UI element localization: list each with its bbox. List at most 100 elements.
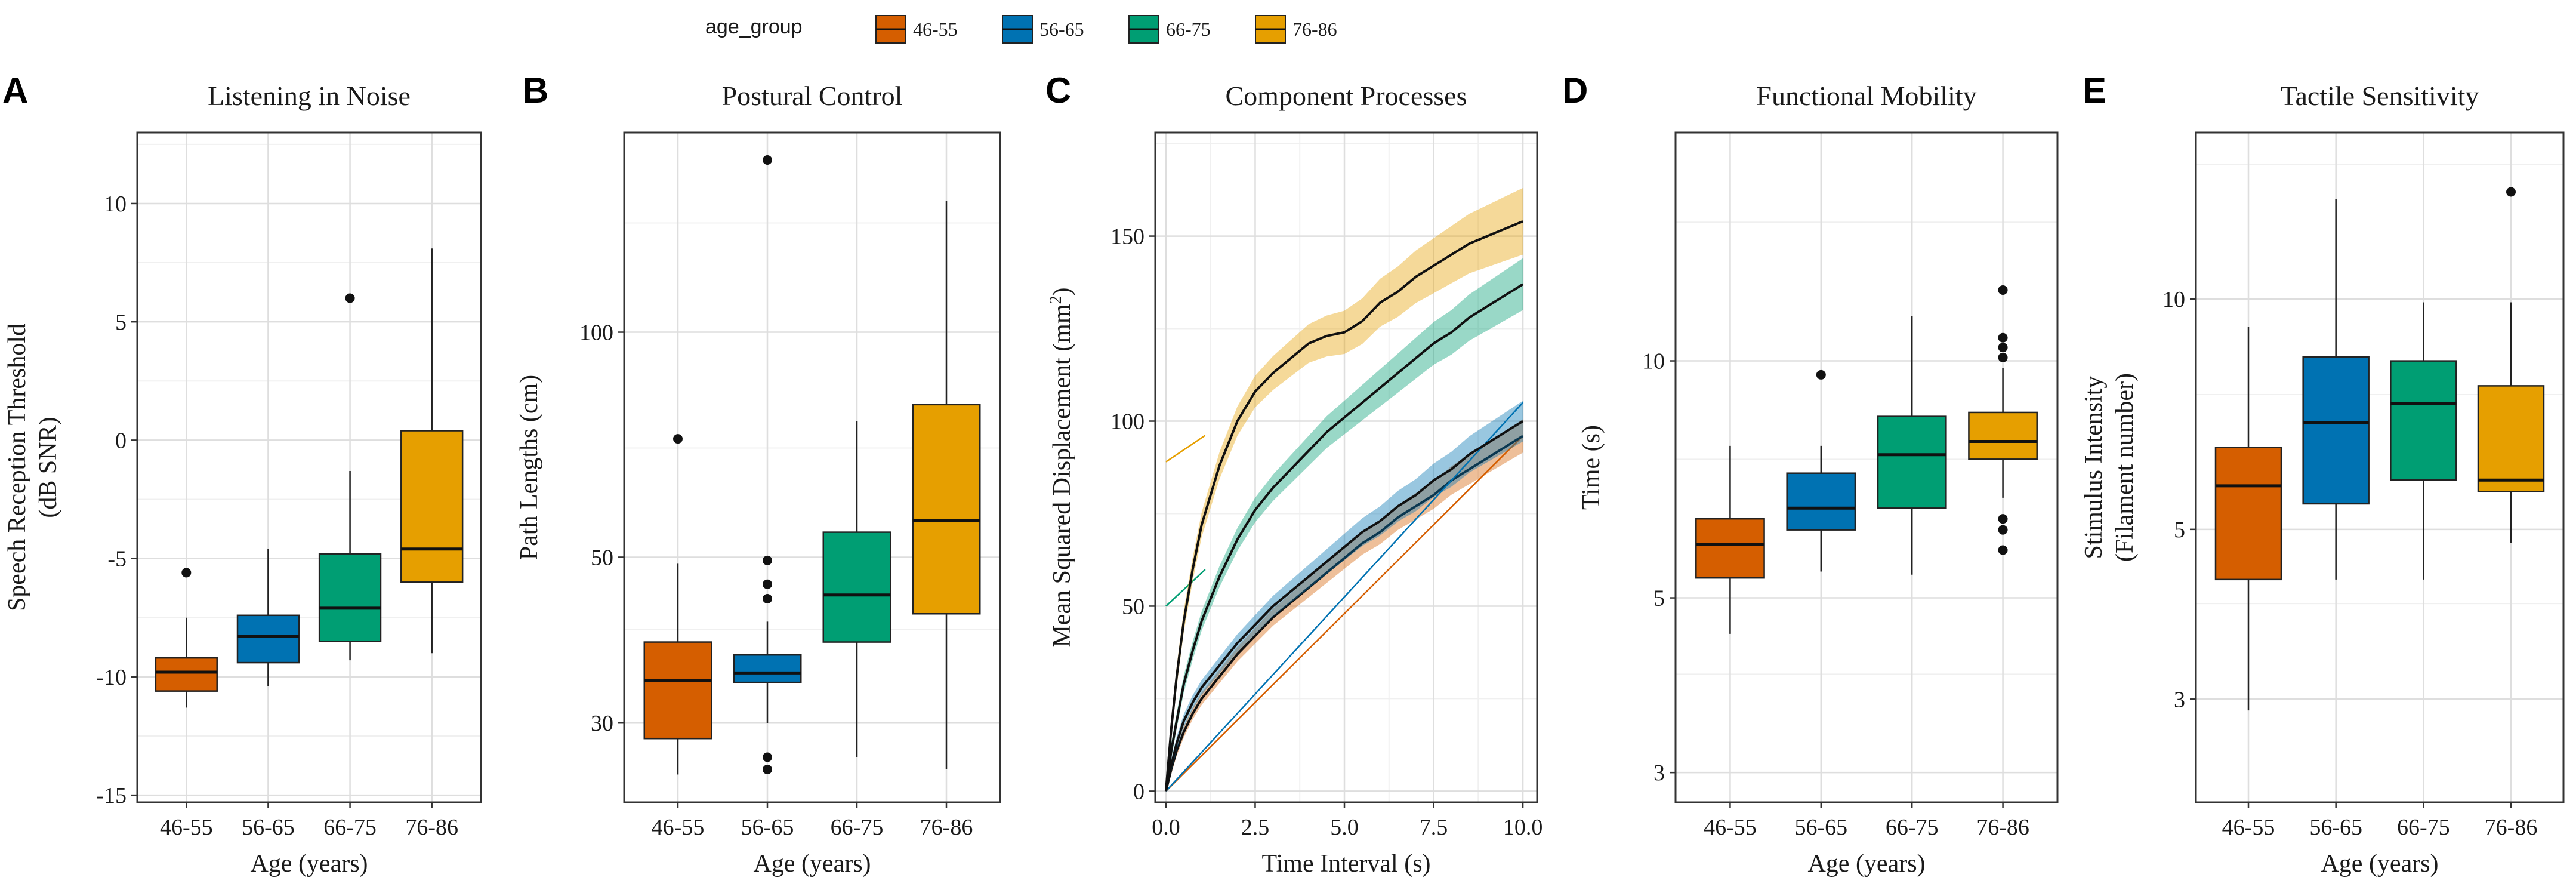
x-tick-label: 46-55 [1704, 815, 1757, 840]
chart-title: Functional Mobility [1756, 81, 1976, 111]
box-66-75 [1877, 316, 1947, 575]
outlier-point [181, 568, 192, 578]
outlier-point [1998, 332, 2008, 343]
outlier-point [763, 765, 772, 775]
y-axis-title: Time (s) [1578, 425, 1605, 510]
box-76-86 [400, 248, 464, 654]
x-axis-title: Age (years) [753, 850, 871, 877]
data-marks [1695, 285, 2038, 634]
box-body [912, 404, 981, 615]
box-body [318, 553, 382, 642]
panel-label-b: B [523, 70, 548, 110]
x-tick-label: 2.5 [1241, 815, 1270, 840]
y-tick-label: -15 [96, 783, 127, 808]
panel-component-processes: Component Processes 0 50 100 150 0.0 2.5 5.0 7.5… [1047, 81, 1543, 877]
outlier-point [345, 293, 355, 303]
x-tick-label: 46-55 [652, 815, 705, 840]
panel-border [623, 131, 1001, 803]
x-axis-title: Age (years) [250, 850, 368, 877]
panel-label-d: D [1562, 70, 1588, 110]
box-body [1786, 472, 1856, 531]
y-tick-label: 5 [115, 310, 127, 335]
panel-label-e: E [2083, 70, 2106, 110]
chart-title: Postural Control [722, 81, 903, 111]
box-66-75 [822, 421, 891, 757]
box-66-75 [2390, 302, 2457, 580]
linear-fit-line [1165, 569, 1206, 607]
outlier-point [1998, 343, 2008, 353]
x-tick-label: 66-75 [323, 815, 377, 840]
series-76-86 [1164, 188, 1523, 792]
series-66-75 [1164, 258, 1524, 792]
y-axis-title: (Filament number) [2111, 373, 2139, 562]
chart-title: Tactile Sensitivity [2281, 81, 2479, 111]
x-tick-label: 56-65 [2309, 815, 2362, 840]
outlier-point [763, 155, 772, 165]
panel-border [2195, 131, 2565, 803]
y-axis-title: Path Lengths (cm) [516, 375, 543, 560]
y-tick-label: 0 [1133, 779, 1144, 804]
legend-label: 46-55 [913, 19, 958, 40]
outlier-point [1998, 545, 2008, 555]
series-46-55 [1164, 419, 1524, 792]
outlier-point [763, 555, 772, 565]
y-tick-label: 30 [591, 711, 613, 736]
x-tick-label: 66-75 [831, 815, 884, 840]
confidence-band [1165, 188, 1523, 792]
outlier-point [1998, 285, 2008, 295]
panel-border [1674, 131, 2059, 803]
y-tick-label: 5 [2174, 518, 2185, 543]
panel-label-c: C [1045, 70, 1071, 110]
x-tick-label: 76-86 [2485, 815, 2538, 840]
x-tick-label: 0.0 [1152, 815, 1180, 840]
y-tick-label: 100 [1110, 409, 1144, 435]
panel-border [1154, 131, 1538, 803]
x-axis-title: Age (years) [1807, 850, 1925, 877]
box-body [400, 430, 464, 583]
legend-label: 76-86 [1292, 19, 1337, 40]
y-axis-title: Speech Reception Threshold [4, 324, 31, 611]
box-46-55 [643, 434, 712, 775]
data-marks [643, 155, 981, 775]
x-tick-label: 5.0 [1330, 815, 1359, 840]
chart-title: Listening in Noise [208, 81, 411, 111]
box-56-65 [236, 549, 300, 686]
y-tick-label: 50 [591, 545, 613, 570]
box-body [2302, 356, 2370, 505]
y-tick-label: 3 [1653, 760, 1665, 786]
legend-title: age_group [705, 16, 803, 38]
y-axis-title: (dB SNR) [35, 417, 62, 518]
x-tick-label: 76-86 [1976, 815, 2029, 840]
outlier-point [673, 434, 683, 444]
y-tick-label: 10 [1642, 349, 1665, 374]
x-tick-label: 76-86 [920, 815, 973, 840]
box-46-55 [1695, 445, 1765, 634]
outlier-point [1998, 525, 2008, 535]
y-tick-label: 5 [1653, 586, 1665, 611]
box-66-75 [318, 293, 382, 661]
y-tick-label: 100 [579, 321, 613, 346]
linear-fit-line [1165, 402, 1523, 792]
x-tick-label: 46-55 [160, 815, 213, 840]
x-tick-label: 66-75 [2397, 815, 2450, 840]
y-tick-label: -5 [107, 547, 127, 572]
y-tick-label: 150 [1110, 224, 1144, 250]
y-tick-label: 0 [115, 428, 127, 453]
x-tick-label: 46-55 [2222, 815, 2275, 840]
mean-line [1164, 283, 1524, 792]
mean-line [1164, 435, 1524, 792]
box-body [236, 614, 300, 664]
panel-tactile-sensitivity: Tactile Sensitivity 3 5 10 46-55 56-65 66-75 76… [2080, 81, 2565, 877]
box-76-86 [2477, 187, 2545, 543]
x-axis-title: Age (years) [2321, 850, 2438, 877]
confidence-band [1165, 419, 1523, 792]
mean-line [1164, 420, 1524, 792]
confidence-band [1165, 258, 1523, 792]
legend-label: 56-65 [1039, 19, 1084, 40]
legend: age_group 46-55 56-65 66-75 76-86 [705, 15, 1337, 44]
linear-fit-line [1165, 435, 1206, 463]
box-body [155, 657, 218, 692]
box-body [2214, 446, 2282, 581]
box-body [1695, 518, 1765, 579]
data-marks [2214, 187, 2545, 711]
